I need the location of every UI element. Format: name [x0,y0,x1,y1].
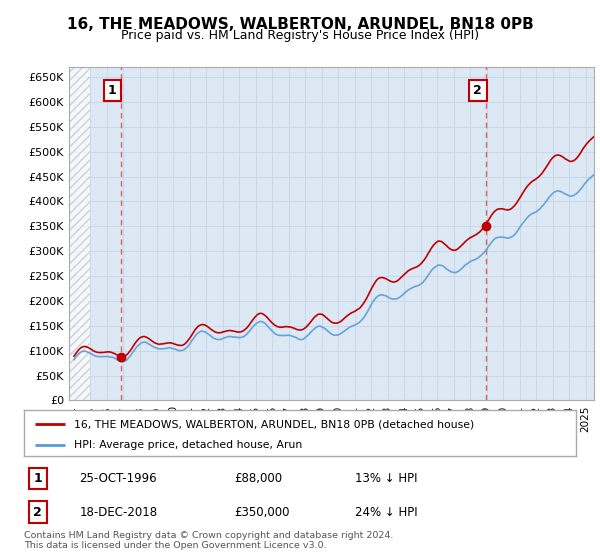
Text: 1: 1 [34,472,42,485]
Text: 24% ↓ HPI: 24% ↓ HPI [355,506,418,519]
Bar [69,67,91,400]
Text: 18-DEC-2018: 18-DEC-2018 [79,506,157,519]
Text: £350,000: £350,000 [234,506,289,519]
Text: 25-OCT-1996: 25-OCT-1996 [79,472,157,485]
Text: 2: 2 [473,84,482,97]
Text: Price paid vs. HM Land Registry's House Price Index (HPI): Price paid vs. HM Land Registry's House … [121,29,479,42]
Text: Contains HM Land Registry data © Crown copyright and database right 2024.
This d: Contains HM Land Registry data © Crown c… [24,531,394,550]
Text: 1: 1 [108,84,116,97]
Text: 13% ↓ HPI: 13% ↓ HPI [355,472,418,485]
Text: 16, THE MEADOWS, WALBERTON, ARUNDEL, BN18 0PB (detached house): 16, THE MEADOWS, WALBERTON, ARUNDEL, BN1… [74,419,474,430]
Text: £88,000: £88,000 [234,472,282,485]
Text: HPI: Average price, detached house, Arun: HPI: Average price, detached house, Arun [74,440,302,450]
Text: 16, THE MEADOWS, WALBERTON, ARUNDEL, BN18 0PB: 16, THE MEADOWS, WALBERTON, ARUNDEL, BN1… [67,17,533,32]
Text: 2: 2 [34,506,42,519]
